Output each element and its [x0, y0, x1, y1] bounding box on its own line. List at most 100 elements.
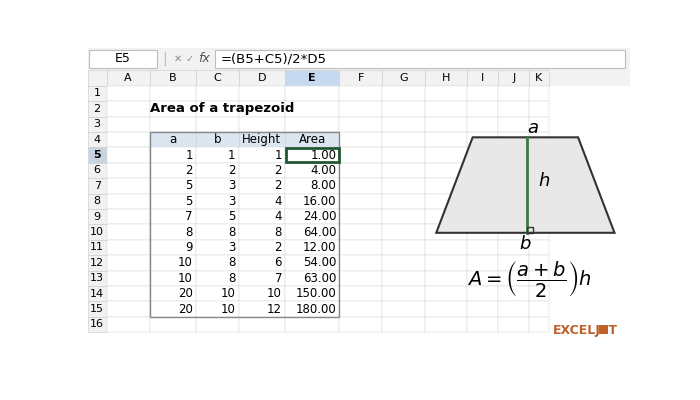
Text: 8: 8	[228, 272, 235, 285]
FancyBboxPatch shape	[498, 270, 529, 286]
Text: 9: 9	[186, 241, 193, 254]
FancyBboxPatch shape	[107, 132, 150, 147]
Text: 1: 1	[274, 148, 282, 162]
FancyBboxPatch shape	[88, 70, 107, 86]
FancyBboxPatch shape	[150, 286, 196, 301]
FancyBboxPatch shape	[239, 194, 285, 209]
Text: 8.00: 8.00	[310, 179, 336, 192]
FancyBboxPatch shape	[150, 301, 196, 317]
FancyBboxPatch shape	[196, 317, 239, 332]
FancyBboxPatch shape	[425, 286, 468, 301]
FancyBboxPatch shape	[468, 301, 498, 317]
FancyBboxPatch shape	[239, 132, 285, 147]
FancyBboxPatch shape	[425, 147, 468, 163]
FancyBboxPatch shape	[196, 255, 239, 270]
Text: J: J	[512, 73, 515, 83]
FancyBboxPatch shape	[529, 240, 549, 255]
FancyBboxPatch shape	[425, 240, 468, 255]
FancyBboxPatch shape	[468, 163, 498, 178]
FancyBboxPatch shape	[107, 209, 150, 224]
Text: E: E	[309, 73, 316, 83]
FancyBboxPatch shape	[498, 301, 529, 317]
FancyBboxPatch shape	[196, 301, 239, 317]
FancyBboxPatch shape	[425, 270, 468, 286]
FancyBboxPatch shape	[382, 163, 425, 178]
FancyBboxPatch shape	[382, 194, 425, 209]
FancyBboxPatch shape	[88, 270, 107, 286]
FancyBboxPatch shape	[498, 132, 529, 147]
FancyBboxPatch shape	[498, 317, 529, 332]
Text: a: a	[528, 119, 538, 137]
Text: 1: 1	[186, 148, 193, 162]
Text: ✕: ✕	[174, 54, 181, 64]
FancyBboxPatch shape	[529, 301, 549, 317]
Text: b: b	[214, 133, 221, 146]
FancyBboxPatch shape	[239, 147, 285, 163]
FancyBboxPatch shape	[285, 132, 340, 147]
FancyBboxPatch shape	[239, 270, 285, 286]
FancyBboxPatch shape	[150, 255, 196, 270]
FancyBboxPatch shape	[285, 240, 340, 255]
Text: 3: 3	[94, 119, 101, 129]
FancyBboxPatch shape	[340, 116, 382, 132]
FancyBboxPatch shape	[88, 101, 107, 116]
FancyBboxPatch shape	[498, 116, 529, 132]
FancyBboxPatch shape	[150, 194, 196, 209]
Text: 13: 13	[90, 273, 104, 283]
FancyBboxPatch shape	[285, 209, 340, 224]
Text: 12: 12	[267, 302, 282, 316]
FancyBboxPatch shape	[239, 224, 285, 240]
FancyBboxPatch shape	[340, 101, 382, 116]
FancyBboxPatch shape	[468, 132, 498, 147]
FancyBboxPatch shape	[382, 209, 425, 224]
FancyBboxPatch shape	[150, 209, 196, 224]
FancyBboxPatch shape	[239, 240, 285, 255]
Text: ✓: ✓	[186, 54, 194, 64]
Text: 12: 12	[90, 258, 104, 268]
FancyBboxPatch shape	[196, 240, 239, 255]
FancyBboxPatch shape	[340, 70, 382, 86]
Text: E5: E5	[116, 52, 131, 65]
FancyBboxPatch shape	[285, 224, 340, 240]
FancyBboxPatch shape	[340, 178, 382, 194]
FancyBboxPatch shape	[150, 301, 196, 317]
FancyBboxPatch shape	[285, 286, 340, 301]
FancyBboxPatch shape	[216, 50, 624, 68]
FancyBboxPatch shape	[498, 209, 529, 224]
FancyBboxPatch shape	[196, 101, 239, 116]
FancyBboxPatch shape	[239, 194, 285, 209]
FancyBboxPatch shape	[529, 116, 549, 132]
FancyBboxPatch shape	[382, 147, 425, 163]
FancyBboxPatch shape	[239, 255, 285, 270]
FancyBboxPatch shape	[468, 224, 498, 240]
Text: 5: 5	[186, 179, 193, 192]
FancyBboxPatch shape	[340, 132, 382, 147]
FancyBboxPatch shape	[529, 209, 549, 224]
FancyBboxPatch shape	[529, 163, 549, 178]
Text: 4.00: 4.00	[310, 164, 336, 177]
FancyBboxPatch shape	[150, 163, 196, 178]
FancyBboxPatch shape	[239, 301, 285, 317]
FancyBboxPatch shape	[150, 178, 196, 194]
FancyBboxPatch shape	[382, 224, 425, 240]
FancyBboxPatch shape	[150, 270, 196, 286]
Text: 2: 2	[274, 179, 282, 192]
FancyBboxPatch shape	[239, 163, 285, 178]
FancyBboxPatch shape	[425, 86, 468, 101]
FancyBboxPatch shape	[529, 86, 549, 101]
Text: 5: 5	[228, 210, 235, 223]
FancyBboxPatch shape	[529, 101, 549, 116]
FancyBboxPatch shape	[285, 209, 340, 224]
Text: 1.00: 1.00	[310, 148, 336, 162]
FancyBboxPatch shape	[107, 116, 150, 132]
FancyBboxPatch shape	[340, 255, 382, 270]
FancyBboxPatch shape	[382, 70, 425, 86]
FancyBboxPatch shape	[239, 132, 285, 147]
FancyBboxPatch shape	[150, 270, 196, 286]
FancyBboxPatch shape	[88, 48, 630, 70]
FancyBboxPatch shape	[196, 301, 239, 317]
Text: G: G	[399, 73, 407, 83]
FancyBboxPatch shape	[150, 240, 196, 255]
FancyBboxPatch shape	[498, 286, 529, 301]
Text: 4: 4	[274, 195, 282, 208]
